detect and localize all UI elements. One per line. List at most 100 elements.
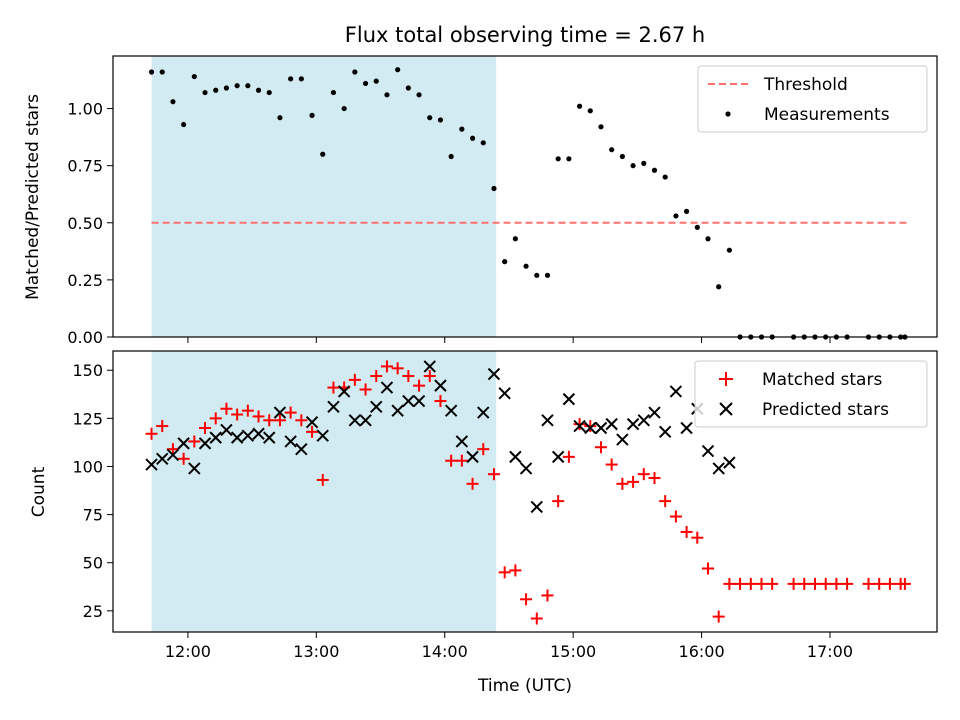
legend-threshold-label: Threshold (763, 75, 848, 95)
measurement-point (587, 108, 593, 114)
predicted-point (434, 379, 447, 392)
bot-ytick-label: 25 (83, 602, 103, 621)
xtick-label: 13:00 (293, 642, 339, 661)
matched-point (370, 370, 383, 383)
predicted-point (412, 394, 426, 408)
predicted-point (487, 367, 501, 381)
matched-point (841, 577, 854, 590)
matched-point (766, 577, 779, 590)
matched-point (819, 577, 832, 590)
matched-point (530, 612, 543, 625)
xtick-label: 17:00 (807, 642, 853, 661)
matched-point (273, 414, 286, 427)
predicted-point (562, 392, 576, 406)
measurement-point (598, 124, 604, 130)
predicted-point (541, 414, 554, 427)
predicted-point (444, 404, 458, 417)
matched-point (809, 577, 822, 590)
matched-point (177, 452, 190, 465)
matched-point (188, 435, 201, 448)
predicted-point (230, 431, 244, 444)
predicted-point (391, 404, 404, 417)
matched-point (659, 495, 672, 508)
measurement-point (213, 87, 219, 93)
measurement-point (255, 87, 262, 93)
measurement-point (191, 73, 197, 80)
bot-ytick-label: 125 (72, 409, 103, 428)
measurement-point (651, 167, 658, 173)
measurement-point (298, 76, 304, 82)
top-y-axis-label: Matched/Predicted stars (23, 94, 43, 300)
predicted-point (263, 431, 276, 444)
top-shaded-interval (151, 56, 497, 337)
matched-point (359, 383, 372, 396)
legend-matched-label: Matched stars (762, 370, 882, 390)
predicted-point (423, 360, 436, 373)
matched-point (487, 468, 500, 481)
matched-point (862, 577, 875, 590)
matched-point (873, 577, 886, 590)
predicted-point (337, 385, 351, 398)
predicted-point (519, 462, 533, 475)
matched-point (734, 577, 747, 590)
matched-point (199, 421, 212, 434)
legend-predicted-swatch (719, 402, 733, 416)
top-legend: Threshold Measurements (697, 65, 928, 133)
predicted-point (509, 450, 522, 464)
predicted-point (220, 423, 233, 437)
measurement-point (459, 126, 465, 132)
measurement-point (341, 105, 347, 112)
matched-point (423, 370, 436, 383)
measurement-point (309, 112, 315, 118)
matched-point (477, 443, 490, 456)
predicted-point (188, 462, 201, 475)
matched-point (562, 450, 575, 463)
top-ytick-label: 0.25 (67, 271, 103, 290)
matched-point (573, 418, 586, 431)
matched-point (637, 468, 650, 481)
matched-point (295, 414, 308, 427)
measurement-point (148, 69, 155, 75)
predicted-point (605, 417, 618, 431)
measurement-point (405, 85, 411, 91)
xtick-label: 16:00 (679, 642, 725, 661)
measurement-point (726, 247, 732, 253)
predicted-point (680, 421, 693, 435)
matched-point (594, 441, 607, 454)
predicted-point (573, 419, 586, 433)
predicted-point (658, 425, 672, 439)
bottom-y-axis-label: Count (29, 466, 49, 517)
matched-point (605, 458, 618, 471)
matched-point (413, 379, 426, 392)
matched-point (391, 362, 404, 375)
measurement-point (234, 83, 240, 89)
predicted-point (455, 435, 469, 448)
matched-point (145, 427, 158, 440)
matched-point (520, 593, 533, 606)
measurement-point (395, 67, 401, 73)
measurement-point (566, 156, 572, 162)
bot-ytick-label: 150 (72, 361, 103, 380)
predicted-point (712, 462, 725, 475)
matched-point (263, 414, 276, 427)
bot-ytick-label: 50 (83, 554, 103, 573)
matched-point (691, 531, 704, 544)
measurement-point (469, 135, 476, 141)
matched-point (348, 373, 361, 386)
matched-point (455, 454, 468, 467)
measurement-point (491, 185, 497, 192)
measurement-point (609, 147, 615, 153)
measurement-point (437, 117, 444, 123)
measurement-point (576, 103, 583, 109)
legend-measurements-swatch (725, 111, 731, 117)
top-ytick-label: 0.00 (67, 328, 103, 347)
measurement-point (373, 78, 379, 84)
measurement-point (716, 284, 722, 290)
matched-point (755, 577, 768, 590)
measurement-point (320, 151, 326, 157)
predicted-point (145, 458, 158, 471)
measurement-point (170, 99, 176, 105)
matched-point (701, 562, 714, 575)
top-ytick-label: 0.75 (67, 157, 103, 176)
